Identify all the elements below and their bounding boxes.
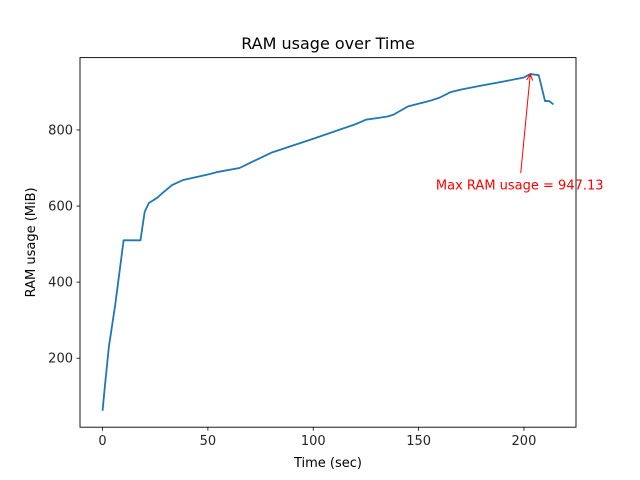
axes-frame xyxy=(79,57,577,428)
y-tick-label: 400 xyxy=(48,276,73,291)
annotations: Max RAM usage = 947.13 xyxy=(436,72,604,194)
annotation-text: Max RAM usage = 947.13 xyxy=(436,179,604,194)
x-tick-label: 150 xyxy=(406,434,431,449)
plot-area xyxy=(101,73,555,411)
y-axis-label: RAM usage (MiB) xyxy=(24,187,39,297)
annotation-arrowhead xyxy=(526,72,534,81)
y-axis: 200 400 600 800 xyxy=(48,123,80,367)
x-tick-label: 100 xyxy=(301,434,326,449)
x-tick-label: 0 xyxy=(98,434,106,449)
chart-title: RAM usage over Time xyxy=(241,34,415,53)
y-tick-label: 600 xyxy=(48,200,73,215)
x-axis: 0 50 100 150 200 xyxy=(98,427,536,449)
series-line xyxy=(101,73,555,411)
y-tick-label: 200 xyxy=(48,352,73,367)
annotation-arrow xyxy=(520,73,531,174)
x-tick-label: 50 xyxy=(200,434,217,449)
x-axis-label: Time (sec) xyxy=(293,456,362,471)
y-tick-label: 800 xyxy=(48,123,73,138)
x-tick-label: 200 xyxy=(512,434,537,449)
